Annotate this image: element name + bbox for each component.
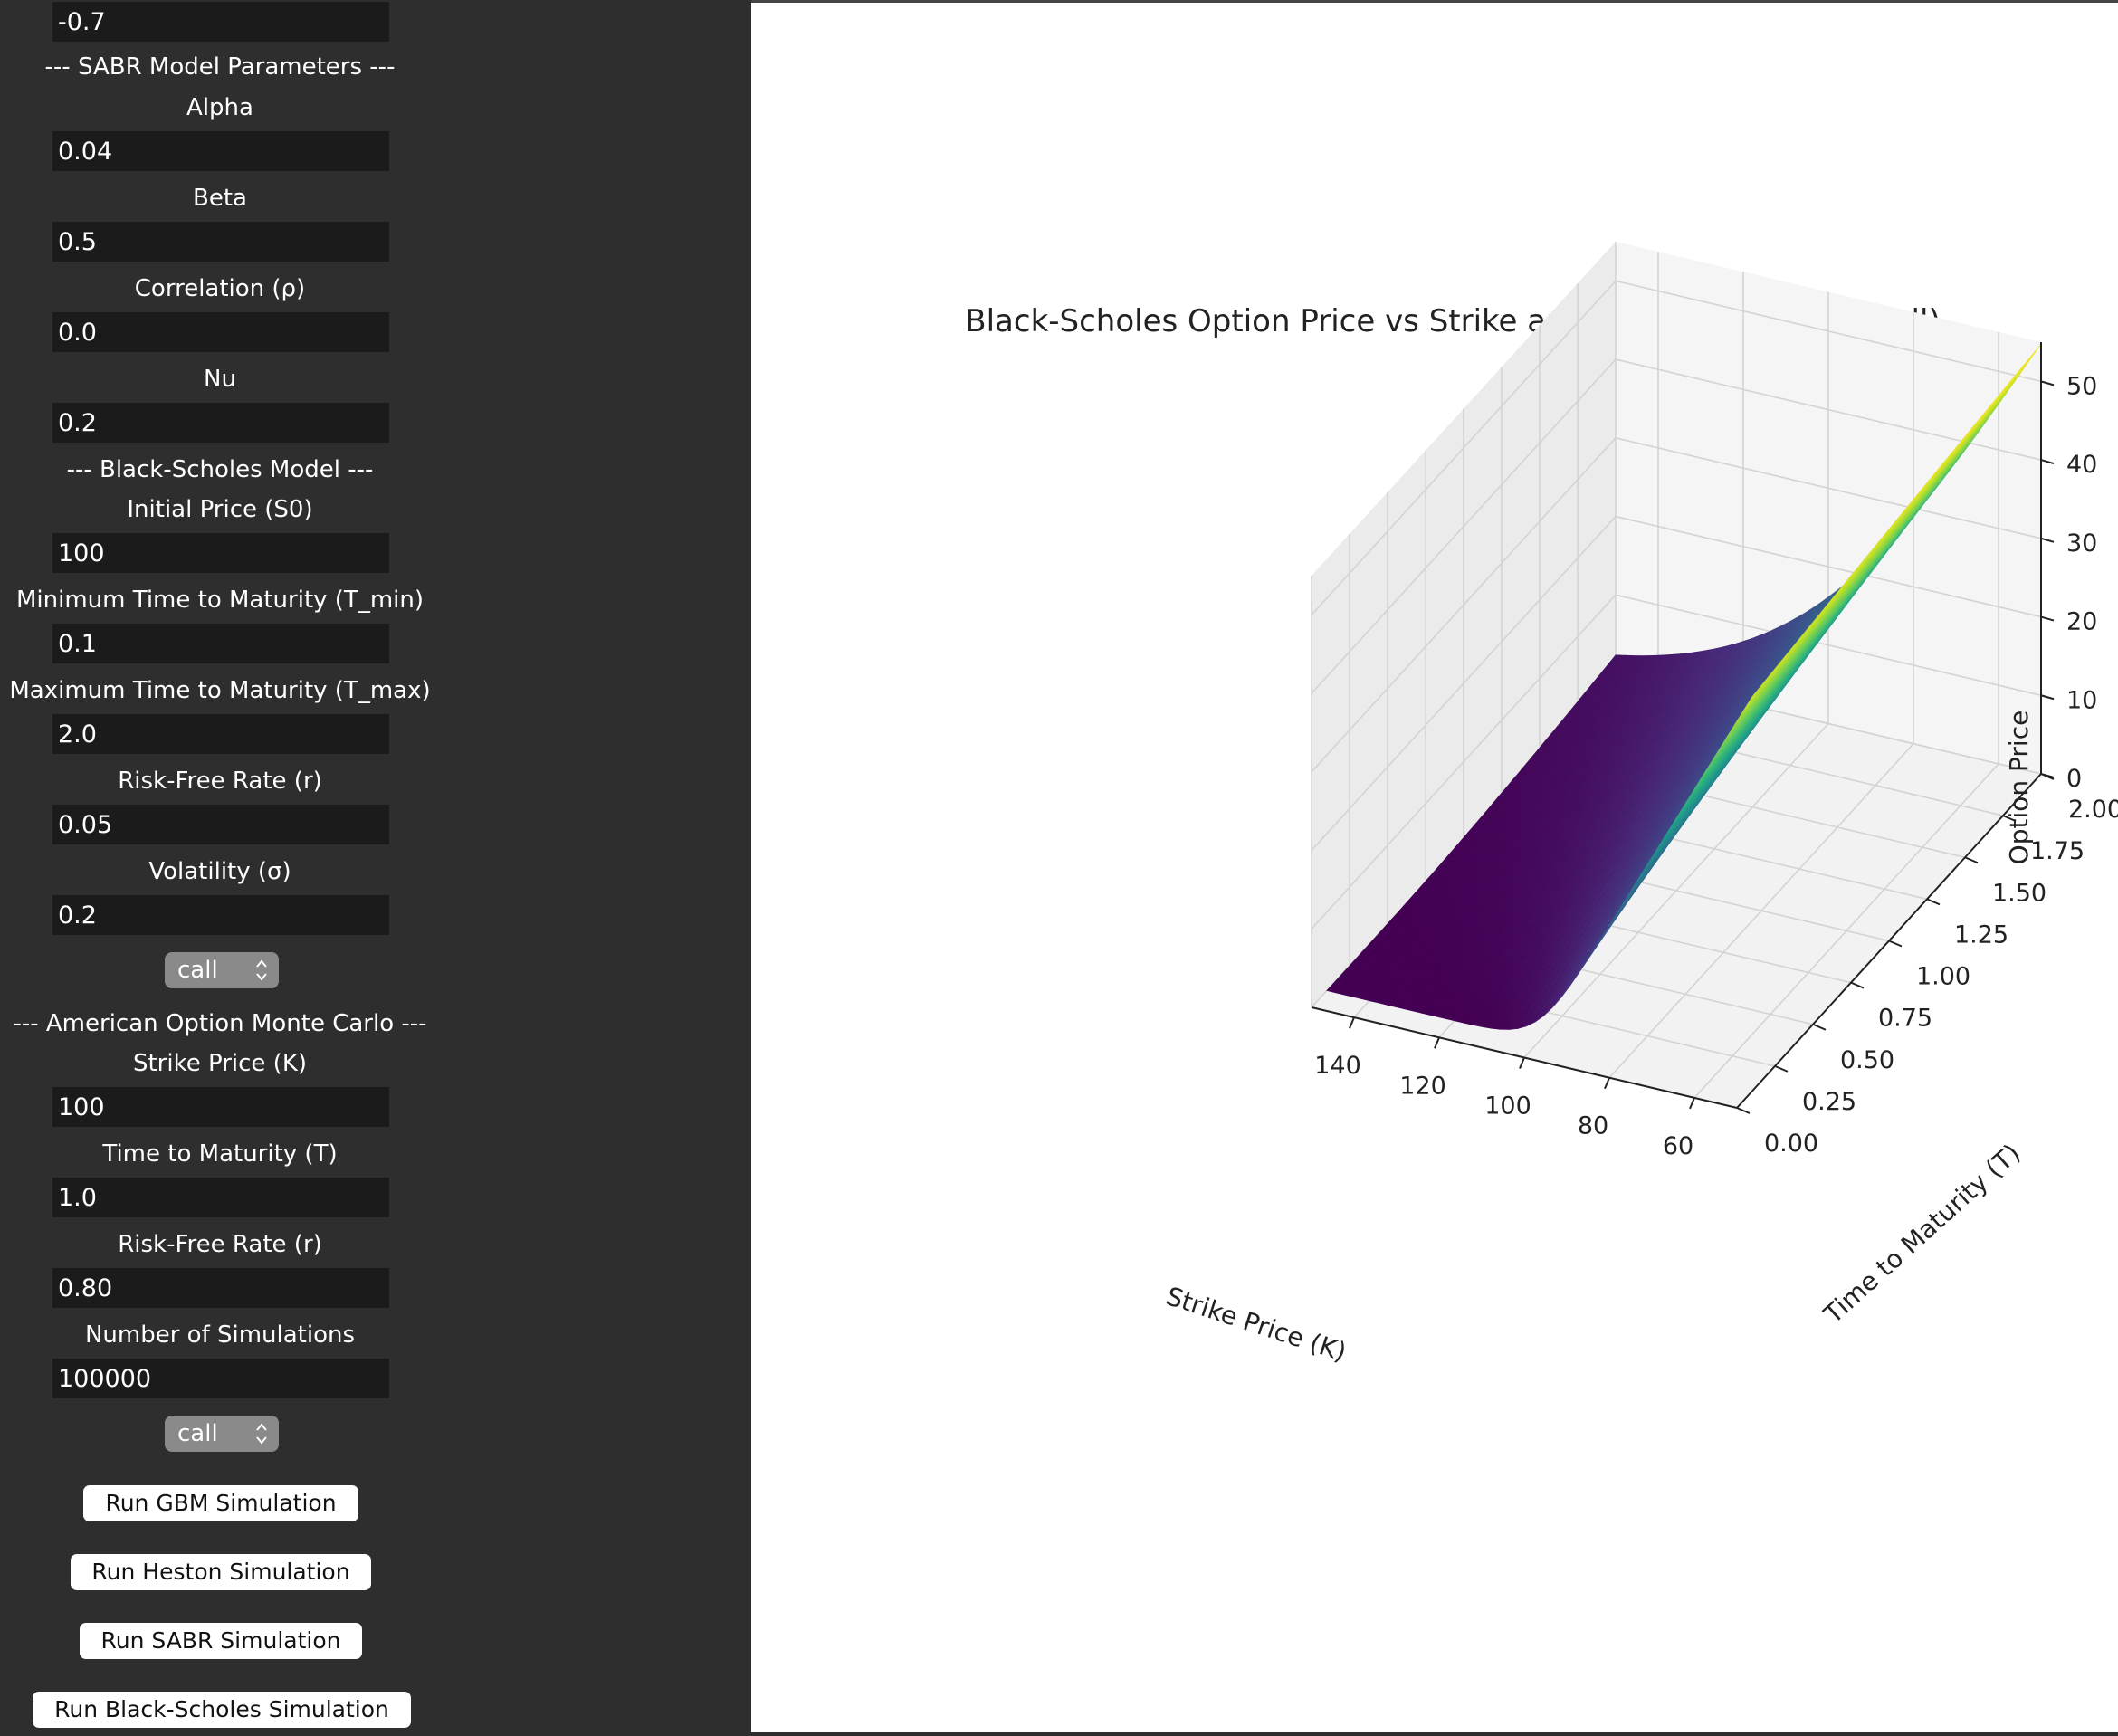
num-simulations-field[interactable] <box>52 1359 389 1398</box>
num-simulations-label: Number of Simulations <box>84 1321 356 1349</box>
run-black-scholes-button[interactable]: Run Black-Scholes Simulation <box>33 1692 411 1728</box>
american-section-header: --- American Option Monte Carlo --- <box>13 1010 427 1037</box>
heston-rho-field[interactable] <box>52 2 389 42</box>
y-tick-label: 1.75 <box>2030 837 2085 865</box>
y-tick-mark <box>2002 815 2017 823</box>
left-wall-gridline <box>1311 594 1617 930</box>
surface-patch <box>1742 689 1759 711</box>
american-option-type-value: call <box>177 1420 218 1447</box>
x-axis-label: Strike Price (K) <box>1162 1281 1350 1367</box>
nu-label: Nu <box>204 366 236 393</box>
strike-price-label: Strike Price (K) <box>132 1050 308 1077</box>
y-tick-mark <box>1736 1107 1751 1114</box>
y-tick-label: 2.00 <box>2068 796 2118 824</box>
option-price-surface-chart: Black-Scholes Option Price vs Strike and… <box>965 242 2118 1368</box>
x-tick-mark <box>1519 1057 1525 1069</box>
z-tick-mark <box>2040 380 2055 386</box>
left-wall-gridline <box>1311 516 1617 852</box>
time-to-maturity-label: Time to Maturity (T) <box>102 1140 338 1168</box>
x-tick-label: 100 <box>1484 1092 1531 1121</box>
x-tick-label: 80 <box>1578 1112 1608 1140</box>
bs-risk-free-field[interactable] <box>52 805 389 844</box>
y-tick-mark <box>1888 940 1903 948</box>
z-tick-mark <box>2040 459 2055 465</box>
back-wall-gridline <box>1615 437 2042 539</box>
y-tick-label: 1.50 <box>1992 879 2046 907</box>
y-tick-label: 1.25 <box>1954 920 2008 949</box>
y-tick-mark <box>1850 981 1865 989</box>
american-risk-free-field[interactable] <box>52 1268 389 1308</box>
y-tick-mark <box>1812 1023 1827 1031</box>
american-risk-free-label: Risk-Free Rate (r) <box>118 1231 322 1258</box>
min-time-field[interactable] <box>52 624 389 663</box>
z-tick-label: 10 <box>2066 686 2097 714</box>
y-tick-mark <box>1774 1064 1789 1073</box>
run-gbm-button[interactable]: Run GBM Simulation <box>83 1485 358 1521</box>
x-tick-label: 60 <box>1663 1132 1693 1160</box>
black-scholes-section-header: --- Black-Scholes Model --- <box>66 456 374 483</box>
min-time-label: Minimum Time to Maturity (T_min) <box>15 587 424 614</box>
y-tick-label: 0.00 <box>1764 1130 1818 1158</box>
left-wall-gridline <box>1311 280 1617 615</box>
x-tick-mark <box>1689 1097 1695 1110</box>
max-time-field[interactable] <box>52 714 389 754</box>
left-wall-gridline <box>1311 358 1617 694</box>
alpha-field[interactable] <box>52 131 389 171</box>
y-axis-label: Time to Maturity (T) <box>1817 1138 2026 1330</box>
back-wall-gridline <box>1615 594 2042 697</box>
volatility-label: Volatility (σ) <box>148 858 291 885</box>
american-option-type-select[interactable]: call <box>165 1416 279 1452</box>
y-tick-label: 0.50 <box>1840 1046 1894 1074</box>
control-panel: --- SABR Model Parameters --- Alpha Beta… <box>0 0 751 1732</box>
correlation-field[interactable] <box>52 312 389 352</box>
z-tick-label: 50 <box>2066 372 2097 400</box>
back-wall-gridline <box>1615 280 2042 383</box>
alpha-label: Alpha <box>186 94 253 121</box>
beta-label: Beta <box>193 185 247 212</box>
left-wall-gridline <box>1311 437 1617 773</box>
z-tick-label: 40 <box>2066 451 2097 479</box>
updown-chevron-icon <box>256 959 267 981</box>
run-heston-button[interactable]: Run Heston Simulation <box>71 1554 371 1590</box>
z-tick-mark <box>2040 537 2055 543</box>
x-tick-mark <box>1604 1077 1610 1090</box>
y-tick-label: 0.75 <box>1878 1005 1932 1033</box>
z-tick-mark <box>2040 773 2055 778</box>
y-tick-mark <box>1926 898 1941 906</box>
bs-risk-free-label: Risk-Free Rate (r) <box>118 768 322 795</box>
bs-option-type-value: call <box>177 957 218 984</box>
z-tick-mark <box>2040 694 2055 701</box>
run-sabr-button[interactable]: Run SABR Simulation <box>80 1623 362 1659</box>
strike-price-field[interactable] <box>52 1087 389 1127</box>
sabr-section-header: --- SABR Model Parameters --- <box>44 53 396 81</box>
y-tick-label: 0.25 <box>1802 1088 1856 1116</box>
z-tick-label: 30 <box>2066 529 2097 558</box>
x-tick-mark <box>1349 1016 1355 1029</box>
beta-field[interactable] <box>52 222 389 262</box>
z-tick-label: 20 <box>2066 608 2097 636</box>
max-time-label: Maximum Time to Maturity (T_max) <box>9 677 431 704</box>
correlation-label: Correlation (ρ) <box>134 275 306 302</box>
window-top-border <box>751 0 2118 3</box>
time-to-maturity-field[interactable] <box>52 1178 389 1217</box>
y-tick-mark <box>1964 856 1979 864</box>
z-axis-label: Option Price <box>2004 711 2034 865</box>
x-tick-mark <box>1434 1036 1440 1049</box>
initial-price-label: Initial Price (S0) <box>127 496 313 523</box>
y-tick-label: 1.00 <box>1916 963 1970 991</box>
z-tick-mark <box>2040 615 2055 622</box>
back-wall-gridline <box>1615 515 2042 618</box>
x-tick-label: 120 <box>1399 1072 1446 1100</box>
z-tick-label: 0 <box>2066 765 2082 793</box>
nu-field[interactable] <box>52 403 389 443</box>
initial-price-field[interactable] <box>52 533 389 573</box>
volatility-field[interactable] <box>52 895 389 935</box>
updown-chevron-icon <box>256 1423 267 1445</box>
x-tick-label: 140 <box>1314 1052 1361 1080</box>
plot-area: Black-Scholes Option Price vs Strike and… <box>751 0 2118 1732</box>
bs-option-type-select[interactable]: call <box>165 952 279 988</box>
